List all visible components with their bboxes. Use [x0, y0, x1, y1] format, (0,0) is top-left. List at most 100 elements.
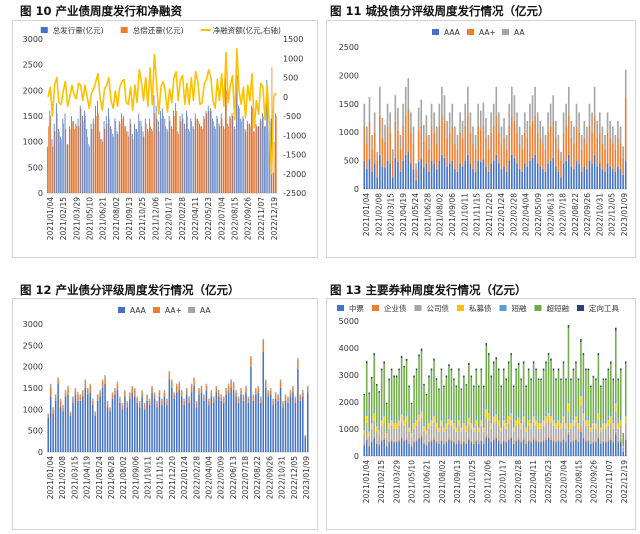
bar	[108, 118, 110, 193]
bar-segment	[492, 160, 495, 189]
bar-segment	[526, 166, 529, 189]
bar-segment	[507, 412, 510, 417]
bar	[254, 131, 255, 193]
x-tick-label: 2021/09/06	[448, 193, 457, 236]
bar	[113, 136, 114, 193]
bar-segment	[495, 154, 498, 189]
bar-segment	[156, 402, 158, 408]
bar-segment	[575, 439, 577, 456]
bar	[149, 118, 151, 193]
bar	[154, 113, 156, 193]
bar-segment	[390, 420, 393, 426]
bar-segment	[227, 392, 230, 452]
bar-segment	[178, 381, 180, 384]
bar-segment	[479, 130, 482, 162]
bar-segment	[418, 414, 420, 422]
x-tick-label: 2022/08/22	[571, 193, 580, 236]
bar-segment	[405, 439, 408, 456]
bar-segment	[373, 436, 375, 439]
bar-segment	[512, 387, 515, 425]
panel-fig12: 图 12 产业债分评级周度发行情况（亿元） AAA AA+ AA 0 500 1000 15…	[0, 267, 320, 534]
bar-segment	[572, 420, 575, 426]
bar-segment	[407, 109, 410, 153]
bar-segment	[385, 446, 388, 456]
bar-segment	[577, 423, 580, 429]
bar-segment	[550, 437, 552, 440]
bar	[152, 131, 153, 193]
bar-segment	[612, 428, 615, 441]
bar-segment	[443, 387, 445, 425]
bar-segment	[526, 120, 529, 138]
bar-segment	[388, 428, 390, 441]
bar-segment	[515, 368, 517, 371]
bar-segment	[106, 402, 109, 408]
bar-segment	[445, 442, 448, 456]
bar-segment	[507, 416, 510, 424]
bar-segment	[591, 132, 593, 164]
bar-segment	[260, 402, 262, 452]
bar-segment	[385, 445, 388, 447]
bar-segment	[393, 420, 395, 424]
bar-segment	[580, 405, 582, 429]
bar-segment	[420, 411, 423, 419]
bar-segment	[530, 442, 532, 456]
y2-tick-label: 0	[283, 93, 288, 102]
bar-segment	[485, 434, 488, 438]
bar-segment	[399, 171, 402, 189]
y-tick-label: 3000	[339, 371, 359, 380]
bar-segment	[366, 143, 368, 170]
bar-segment	[94, 411, 96, 413]
bar-segment	[531, 157, 534, 189]
bar-segment	[535, 441, 537, 456]
bar	[221, 118, 223, 193]
bar-segment	[111, 398, 114, 452]
bar-segment	[126, 400, 129, 403]
bar-segment	[547, 353, 550, 356]
bar-segment	[368, 392, 370, 394]
bar-segment	[565, 442, 567, 456]
bar-segment	[565, 440, 567, 443]
bar-segment	[375, 426, 378, 432]
bar	[194, 113, 196, 193]
bar-segment	[146, 394, 148, 397]
bar-segment	[460, 424, 463, 428]
bar-segment	[445, 440, 448, 443]
bar-segment	[605, 378, 607, 381]
bar-segment	[433, 437, 435, 440]
bar-segment	[418, 354, 420, 357]
bar-segment	[464, 160, 467, 189]
x-tick-label: 2022/09/26	[590, 460, 599, 503]
bar-segment	[373, 112, 376, 133]
bar-segment	[445, 423, 448, 429]
bar-segment	[435, 440, 438, 443]
x-tick-label: 2022/09/26	[244, 197, 253, 240]
x-tick-label: 2022/06/13	[229, 456, 238, 499]
bar-segment	[151, 392, 153, 452]
bar-segment	[537, 440, 540, 443]
bar	[186, 110, 187, 193]
bar	[97, 100, 98, 193]
bar-segment	[552, 441, 555, 456]
bar-segment	[423, 141, 425, 168]
bar-segment	[507, 361, 510, 364]
bar-segment	[267, 392, 269, 397]
bar-segment	[495, 414, 498, 422]
bar-segment	[443, 442, 445, 444]
bar-segment	[557, 420, 560, 426]
bar	[212, 121, 214, 193]
bar-segment	[415, 420, 418, 426]
bar-segment	[180, 390, 183, 393]
bar-segment	[478, 443, 480, 456]
y-tick-label: 1000	[23, 138, 43, 147]
bar	[196, 118, 198, 193]
bar-segment	[82, 392, 84, 397]
bar-segment	[545, 439, 547, 456]
bar-segment	[520, 442, 522, 456]
y-tick-label: 3000	[23, 320, 43, 329]
bar-segment	[592, 440, 595, 443]
bar	[99, 131, 101, 193]
bar-segment	[395, 420, 398, 424]
bar	[126, 131, 127, 193]
bar-segment	[578, 163, 580, 189]
x-tick-label: 2022/12/05	[290, 456, 299, 499]
